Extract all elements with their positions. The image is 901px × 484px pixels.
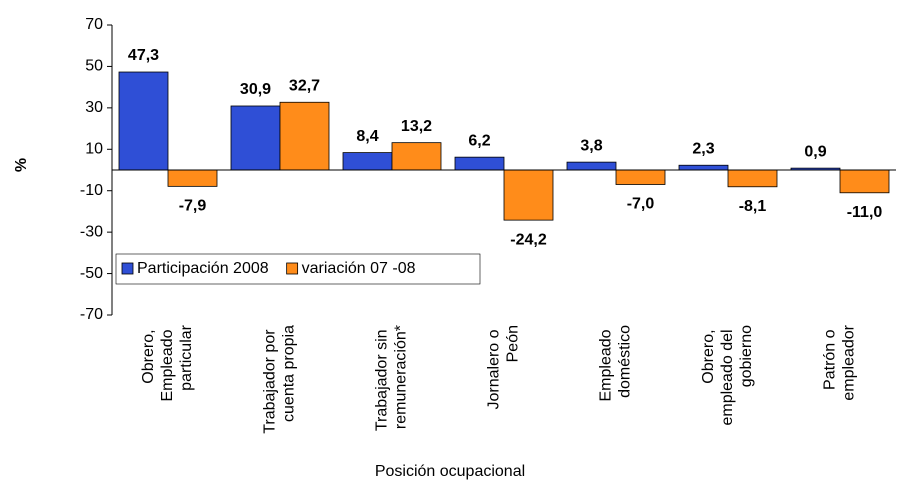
bar: [118, 71, 169, 171]
value-label: 2,3: [692, 140, 714, 157]
value-label: 0,9: [804, 143, 826, 160]
value-label: 32,7: [289, 77, 320, 94]
bar: [727, 169, 778, 188]
x-axis-title: Posición ocupacional: [375, 463, 525, 480]
value-label: 3,8: [580, 137, 602, 154]
bar: [230, 105, 281, 171]
bar: [167, 169, 218, 187]
y-tick-label: -10: [80, 182, 103, 199]
value-label: 6,2: [468, 132, 490, 149]
y-tick-label: -50: [80, 265, 103, 282]
y-tick-label: 70: [85, 16, 103, 33]
legend-label: Participación 2008: [137, 260, 269, 277]
y-tick-label: 50: [85, 58, 103, 75]
x-tick-label: Trabajador por cuenta propia: [262, 325, 298, 434]
value-label: 8,4: [356, 128, 378, 145]
value-label: -24,2: [510, 231, 547, 248]
bar: [839, 169, 890, 194]
x-tick-label: Jornalero o Peón: [486, 325, 522, 410]
bar: [342, 152, 393, 171]
bar: [566, 161, 617, 171]
legend-swatch: [121, 262, 134, 275]
value-label: -11,0: [847, 204, 883, 221]
x-tick-label: Empleado doméstico: [598, 325, 634, 402]
y-tick-label: -30: [80, 223, 103, 240]
value-label: 30,9: [240, 81, 271, 98]
legend-label: variación 07 -08: [302, 260, 416, 277]
bar: [678, 164, 729, 171]
bar: [279, 101, 330, 171]
x-tick-label: Obrero, empleado del gobierno: [700, 325, 755, 426]
value-label: -8,1: [739, 198, 767, 215]
y-tick-label: 30: [85, 99, 103, 116]
value-label: -7,0: [627, 196, 655, 213]
y-tick-label: -70: [80, 306, 103, 323]
x-tick-label: Obrero, Empleado particular: [140, 324, 195, 401]
x-tick-label: Trabajador sin remuneración*: [374, 325, 410, 431]
value-label: -7,9: [179, 198, 207, 215]
bar: [454, 156, 505, 171]
bar: [615, 169, 666, 185]
x-tick-label: Patrón o empleador: [822, 324, 858, 400]
y-axis-title: %: [13, 158, 30, 172]
bar: [503, 169, 554, 221]
legend-swatch: [286, 262, 299, 275]
value-label: 47,3: [128, 47, 159, 64]
bar: [391, 142, 442, 171]
value-label: 13,2: [401, 118, 432, 135]
y-tick-label: 10: [85, 141, 103, 158]
